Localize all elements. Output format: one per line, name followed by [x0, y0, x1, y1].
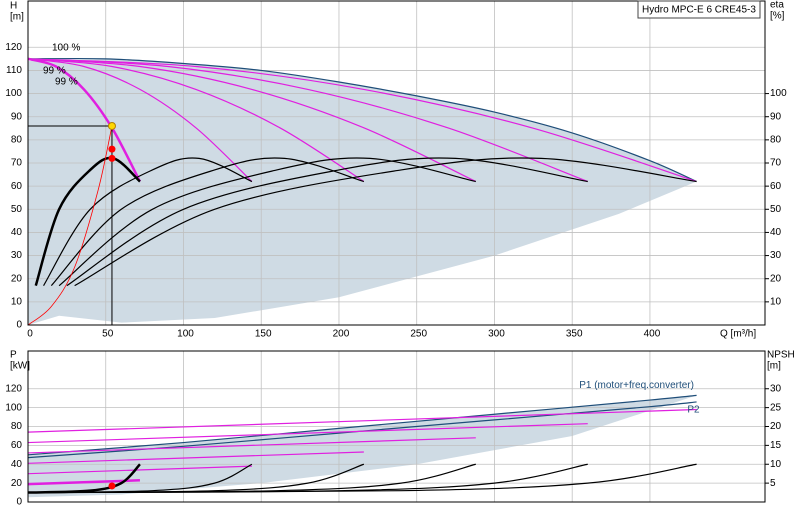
curve — [28, 423, 588, 444]
y2-axis-label: [%] — [770, 11, 785, 22]
x-tick-label: 50 — [102, 329, 114, 340]
curve — [28, 57, 697, 183]
curve — [34, 156, 141, 287]
y2-tick-label: 15 — [770, 440, 782, 451]
curve — [28, 408, 697, 433]
curve-label: P1 (motor+freq.converter) — [579, 380, 694, 391]
y2-axis-label: eta — [770, 0, 784, 11]
y2-tick-label: 70 — [770, 158, 782, 169]
y-tick-label: 10 — [11, 296, 23, 307]
plot-border — [27, 350, 766, 503]
operating-area — [28, 58, 697, 325]
x-tick-label: 0 — [27, 329, 33, 340]
y2-tick-label: 10 — [770, 459, 782, 470]
curve — [28, 58, 697, 183]
y-axis-label: [kW] — [10, 361, 30, 372]
y-axis-label: [m] — [10, 12, 24, 23]
y-tick-label: 40 — [11, 459, 23, 470]
curve — [28, 394, 697, 456]
y2-tick-label: 60 — [770, 181, 782, 192]
y-tick-label: 90 — [11, 111, 23, 122]
plot — [28, 351, 765, 502]
curve — [28, 479, 140, 486]
x-tick-label: 300 — [488, 329, 505, 340]
annotation: 99 % — [43, 66, 66, 77]
marker — [108, 145, 116, 153]
y2-tick-label: 10 — [770, 296, 782, 307]
y-tick-label: 50 — [11, 204, 23, 215]
x-tick-label: 350 — [566, 329, 583, 340]
annotation: 100 % — [52, 43, 80, 54]
y-tick-label: 120 — [5, 383, 22, 394]
curve — [28, 437, 476, 454]
y2-tick-label: 40 — [770, 227, 782, 238]
y2-tick-label: 20 — [770, 421, 782, 432]
y2-tick-label: 25 — [770, 402, 782, 413]
y-tick-label: 20 — [11, 478, 23, 489]
plot-border — [27, 0, 766, 326]
y2-tick-label: 5 — [770, 478, 776, 489]
y2-axis-label: [m] — [767, 361, 781, 372]
curve — [28, 58, 253, 182]
curve — [28, 58, 477, 183]
marker — [108, 154, 116, 162]
x-tick-label: 100 — [177, 329, 194, 340]
y-tick-label: 100 — [5, 88, 22, 99]
curve — [74, 157, 697, 287]
y-tick-label: 120 — [5, 42, 22, 53]
y2-tick-label: 50 — [770, 204, 782, 215]
y-tick-label: 0 — [16, 497, 22, 508]
y2-axis-label: NPSH — [767, 350, 795, 361]
y-tick-label: 100 — [5, 402, 22, 413]
y-tick-label: 20 — [11, 273, 23, 284]
y-tick-label: 30 — [11, 250, 23, 261]
curve — [43, 157, 253, 286]
curve — [28, 125, 113, 325]
y2-tick-label: 80 — [770, 134, 782, 145]
y-axis-label: H — [10, 1, 17, 12]
curve — [28, 57, 142, 183]
y-tick-label: 60 — [11, 440, 23, 451]
x-tick-label: 200 — [333, 329, 350, 340]
annotation: 99 % — [55, 77, 78, 88]
x-tick-label: 150 — [255, 329, 272, 340]
y2-tick-label: 30 — [770, 383, 782, 394]
y2-tick-label: 100 — [770, 88, 787, 99]
curve — [66, 157, 588, 287]
y-tick-label: 80 — [11, 421, 23, 432]
y-tick-label: 40 — [11, 227, 23, 238]
operating-area — [28, 395, 697, 498]
chart-title: Hydro MPC-E 6 CRE45-3 — [642, 5, 756, 16]
y2-tick-label: 20 — [770, 273, 782, 284]
curve — [28, 58, 588, 183]
curve — [28, 465, 252, 475]
curve — [28, 451, 364, 464]
x-tick-label: 400 — [644, 329, 661, 340]
y-tick-label: 70 — [11, 158, 23, 169]
y-tick-label: 80 — [11, 134, 23, 145]
x-tick-label: 250 — [410, 329, 427, 340]
y2-tick-label: 90 — [770, 111, 782, 122]
curve — [28, 463, 697, 494]
curve — [28, 58, 365, 183]
y-tick-label: 60 — [11, 181, 23, 192]
marker — [108, 482, 116, 490]
plot — [28, 1, 765, 325]
y-tick-label: 110 — [6, 65, 22, 76]
title-box — [637, 0, 761, 19]
marker — [107, 121, 116, 130]
curve — [58, 157, 476, 287]
y2-tick-label: 30 — [770, 250, 782, 261]
x-axis-label: Q [m³/h] — [720, 329, 756, 340]
y-tick-label: 0 — [16, 320, 22, 331]
y-axis-label: P — [10, 350, 17, 361]
curve-label: P2 — [687, 405, 700, 416]
